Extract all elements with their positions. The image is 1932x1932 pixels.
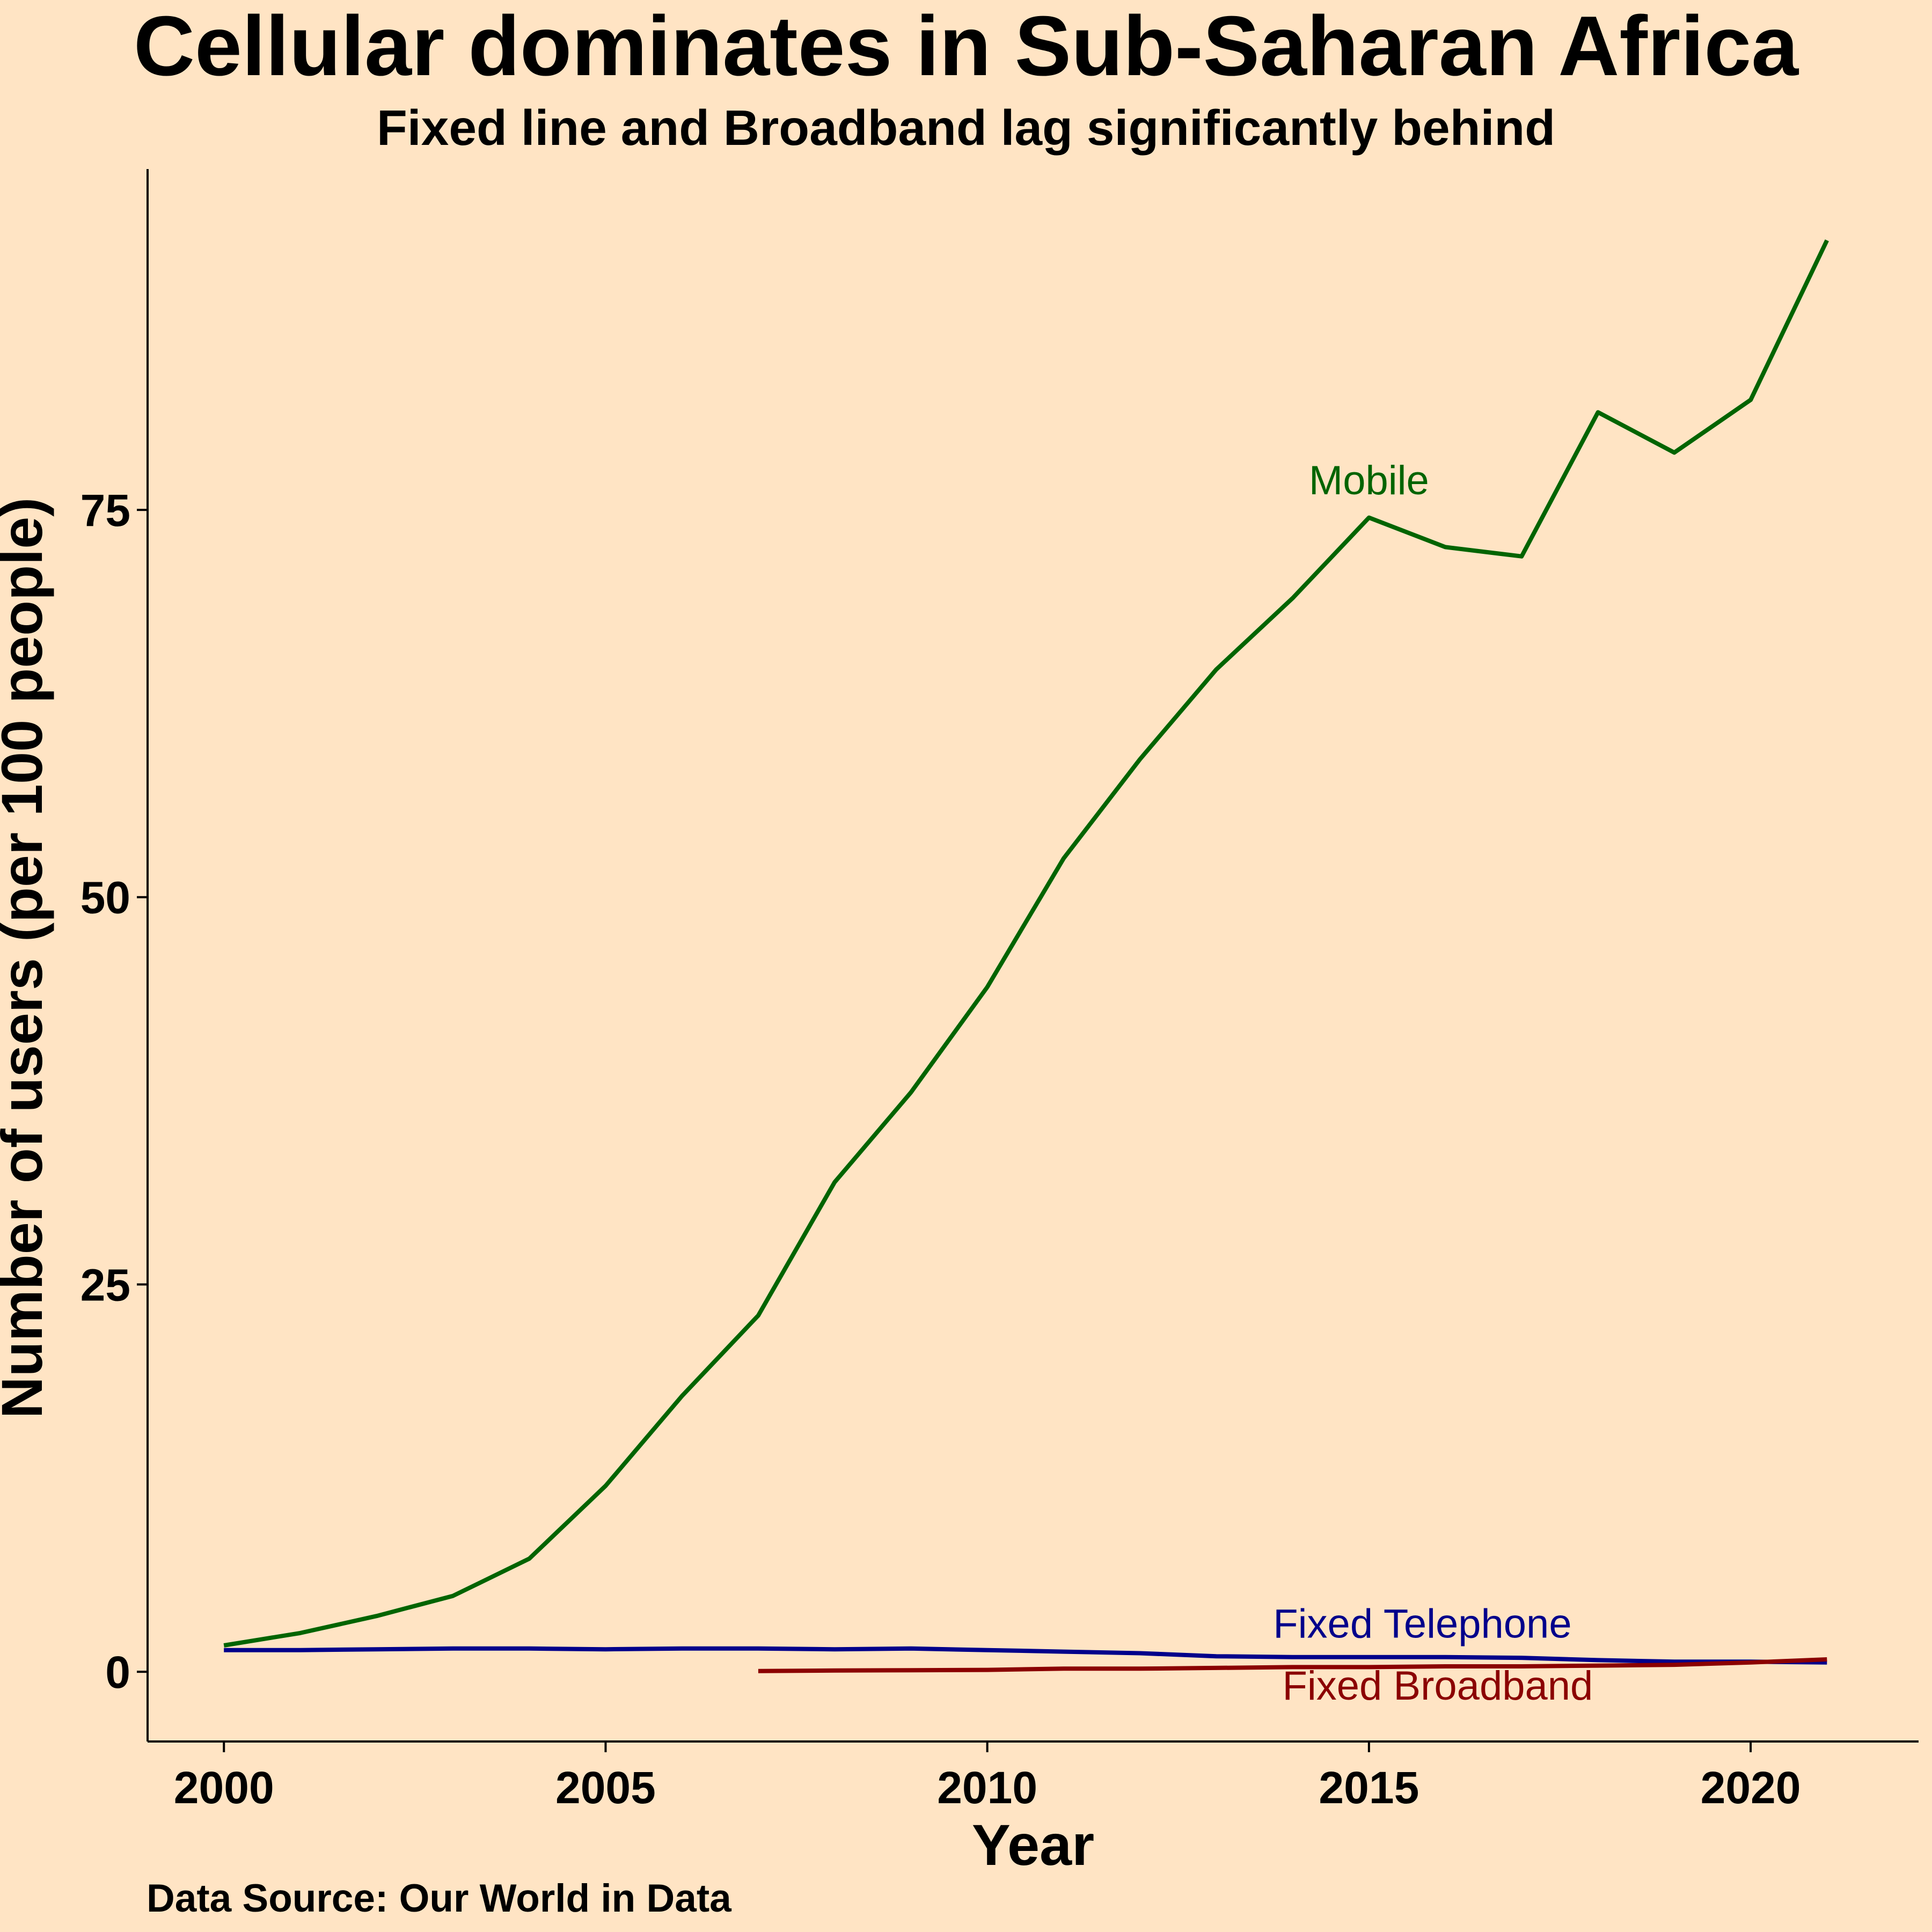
x-tick-label: 2015 bbox=[1319, 1762, 1419, 1813]
series-layer bbox=[223, 239, 1829, 1673]
y-tick-label: 75 bbox=[80, 485, 130, 536]
x-tick-label: 2005 bbox=[555, 1762, 656, 1813]
x-ticks: 2000 2005 2010 2015 2020 bbox=[174, 1741, 1801, 1813]
series-labels: Mobile Fixed Telephone Fixed Broadband bbox=[1273, 458, 1593, 1709]
chart-title: Cellular dominates in Sub-Saharan Africa bbox=[134, 0, 1799, 93]
chart-subtitle: Fixed line and Broadband lag significant… bbox=[377, 100, 1555, 156]
x-tick-label: 2000 bbox=[174, 1762, 274, 1813]
series-line-fixed-broadband bbox=[758, 1657, 1827, 1673]
x-tick-label: 2020 bbox=[1701, 1762, 1801, 1813]
series-label-mobile: Mobile bbox=[1309, 458, 1429, 503]
axes: 0 25 50 75 2000 2005 2010 2015 2020 bbox=[80, 169, 1919, 1813]
series-line-mobile bbox=[223, 239, 1829, 1648]
x-axis-title: Year bbox=[972, 1812, 1094, 1877]
y-tick-label: 0 bbox=[105, 1647, 130, 1697]
series-label-fixed-broadband: Fixed Broadband bbox=[1282, 1663, 1593, 1709]
y-ticks: 0 25 50 75 bbox=[80, 485, 148, 1697]
y-axis-title: Number of users (per 100 people) bbox=[0, 497, 54, 1418]
y-tick-label: 50 bbox=[80, 873, 130, 923]
series-line-fixed-telephone bbox=[224, 1646, 1827, 1665]
series-label-fixed-telephone: Fixed Telephone bbox=[1273, 1601, 1571, 1647]
x-tick-label: 2010 bbox=[937, 1762, 1037, 1813]
data-source-caption: Data Source: Our World in Data bbox=[147, 1877, 732, 1920]
y-tick-label: 25 bbox=[80, 1260, 130, 1310]
